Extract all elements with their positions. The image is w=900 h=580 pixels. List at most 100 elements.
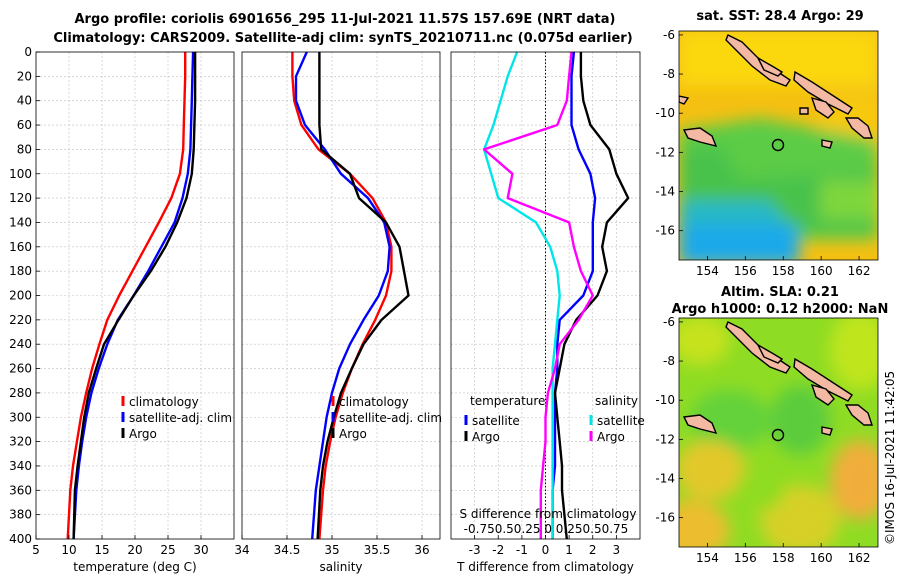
salinity-profile-panel: 34 34.5 35 35.5 36 salinity climatology satelli…	[234, 51, 442, 574]
sla-landmass	[682, 321, 873, 436]
map-x-tick-label: 158	[772, 264, 795, 278]
series-line-argo	[72, 52, 197, 540]
map-y-tick-label: -8	[663, 67, 675, 81]
map-x-tick-label: 162	[848, 551, 871, 565]
x-tick-label: 34	[234, 543, 249, 557]
map-y-tick-label: -16	[655, 224, 675, 238]
x-tick-label: 10	[61, 543, 76, 557]
legend-label: Argo	[597, 430, 625, 444]
map-y-tick-label: -10	[655, 106, 675, 120]
sst-field	[679, 31, 878, 260]
map-x-tick-label: 156	[734, 551, 757, 565]
series-line-salinity-argo	[482, 51, 594, 539]
x-tick-label: 15	[94, 543, 109, 557]
y-tick-label: 80	[17, 142, 32, 156]
sla-map-title: Altim. SLA: 0.21	[721, 285, 839, 300]
legend-title-salinity: salinity	[595, 394, 638, 408]
map-y-tick-label: -6	[663, 28, 675, 42]
sst-map-panel: sat. SST: 28.4 Argo: 29	[655, 9, 879, 278]
x-tick-label: 36	[414, 543, 429, 557]
y-tick-label: 260	[9, 362, 32, 376]
figure-title-line1: Argo profile: coriolis 6901656_295 11-Ju…	[75, 12, 616, 27]
y-tick-label: 0	[24, 45, 32, 59]
sst-map-title: sat. SST: 28.4 Argo: 29	[696, 9, 863, 24]
map-y-tick-label: -8	[663, 354, 675, 368]
map-y-tick-label: -14	[655, 471, 675, 485]
series-line-argo	[316, 52, 410, 540]
y-tick-label: 340	[9, 459, 32, 473]
legend-label: climatology	[339, 395, 409, 409]
map-x-tick-label: 158	[772, 551, 795, 565]
x-tick-label: 35.5	[364, 543, 391, 557]
x-tick-label: 35	[324, 543, 339, 557]
y-tick-label: 300	[9, 410, 32, 424]
legend-label: satellite	[472, 414, 520, 428]
sla-map-panel: Altim. SLA: 0.21 Argo h1000: 0.12 h2000:…	[655, 285, 889, 565]
series-line-salinity-satellite	[482, 51, 561, 539]
difference-profile-panel: -3 -2 -1 0 1 2 3 T difference from climatology t…	[450, 51, 645, 574]
map-y-tick-label: -14	[655, 184, 675, 198]
sst-landmass	[679, 34, 873, 149]
y-tick-label: 240	[9, 337, 32, 351]
secondary-axis-label: S difference from climatology	[460, 507, 637, 521]
y-tick-label: 360	[9, 483, 32, 497]
figure-title-line2: Climatology: CARS2009. Satellite-adj cli…	[53, 31, 632, 46]
x-tick-label: 30	[193, 543, 208, 557]
temperature-profile-panel: 5 10 15 20 25 3002040608010012014016018020022…	[9, 45, 235, 574]
series-line-satellite-adj-clim	[294, 51, 391, 540]
y-tick-label: 20	[17, 69, 32, 83]
series-line-climatology	[66, 52, 187, 540]
y-tick-label: 280	[9, 386, 32, 400]
y-tick-label: 140	[9, 215, 32, 229]
sla-map-subtitle: Argo h1000: 0.12 h2000: NaN	[672, 302, 889, 317]
x-axis-label: salinity	[319, 560, 362, 574]
map-y-tick-label: -6	[663, 315, 675, 329]
y-tick-label: 380	[9, 508, 32, 522]
x-tick-label: 1	[565, 543, 573, 557]
secondary-axis-ticks: -0.750.50.25 0 0.250.50.75	[464, 522, 629, 536]
x-axis-label: temperature (deg C)	[73, 560, 196, 574]
map-y-tick-label: -12	[655, 145, 675, 159]
x-tick-label: 0	[542, 543, 550, 557]
y-tick-label: 120	[9, 191, 32, 205]
map-y-tick-label: -12	[655, 432, 675, 446]
sst-argo-position-marker	[771, 138, 785, 152]
series-line-temperature-argo	[553, 52, 630, 540]
map-y-tick-label: -10	[655, 393, 675, 407]
legend-label: satellite-adj. clim	[129, 411, 232, 425]
legend-label: Argo	[129, 427, 157, 441]
legend-label: satellite	[597, 414, 645, 428]
map-x-tick-label: 160	[810, 551, 833, 565]
y-tick-label: 60	[17, 118, 32, 132]
y-tick-label: 180	[9, 264, 32, 278]
x-tick-label: 34.5	[274, 543, 301, 557]
x-axis-label: T difference from climatology	[456, 560, 634, 574]
sla-field	[679, 318, 878, 547]
x-tick-label: 25	[160, 543, 175, 557]
legend-title-temperature: temperature	[470, 394, 545, 408]
x-tick-label: 3	[613, 543, 621, 557]
x-tick-label: -1	[516, 543, 528, 557]
x-tick-label: 20	[127, 543, 142, 557]
x-tick-label: 2	[589, 543, 597, 557]
y-tick-label: 320	[9, 435, 32, 449]
legend-label: climatology	[129, 395, 199, 409]
y-tick-label: 400	[9, 532, 32, 546]
map-x-tick-label: 154	[696, 264, 719, 278]
legend-label: Argo	[339, 427, 367, 441]
series-line-climatology	[291, 52, 393, 540]
y-tick-label: 100	[9, 167, 32, 181]
sla-argo-position-marker	[771, 428, 785, 442]
map-x-tick-label: 154	[696, 551, 719, 565]
map-y-tick-label: -16	[655, 511, 675, 525]
y-tick-label: 220	[9, 313, 32, 327]
imos-watermark: ©IMOS 16-Jul-2021 11:42:05	[883, 371, 897, 545]
map-x-tick-label: 162	[848, 264, 871, 278]
legend-label: satellite-adj. clim	[339, 411, 442, 425]
y-tick-label: 160	[9, 240, 32, 254]
x-tick-label: -2	[492, 543, 504, 557]
legend-label: Argo	[472, 430, 500, 444]
map-x-tick-label: 156	[734, 264, 757, 278]
x-tick-label: 5	[32, 543, 40, 557]
map-x-tick-label: 160	[810, 264, 833, 278]
